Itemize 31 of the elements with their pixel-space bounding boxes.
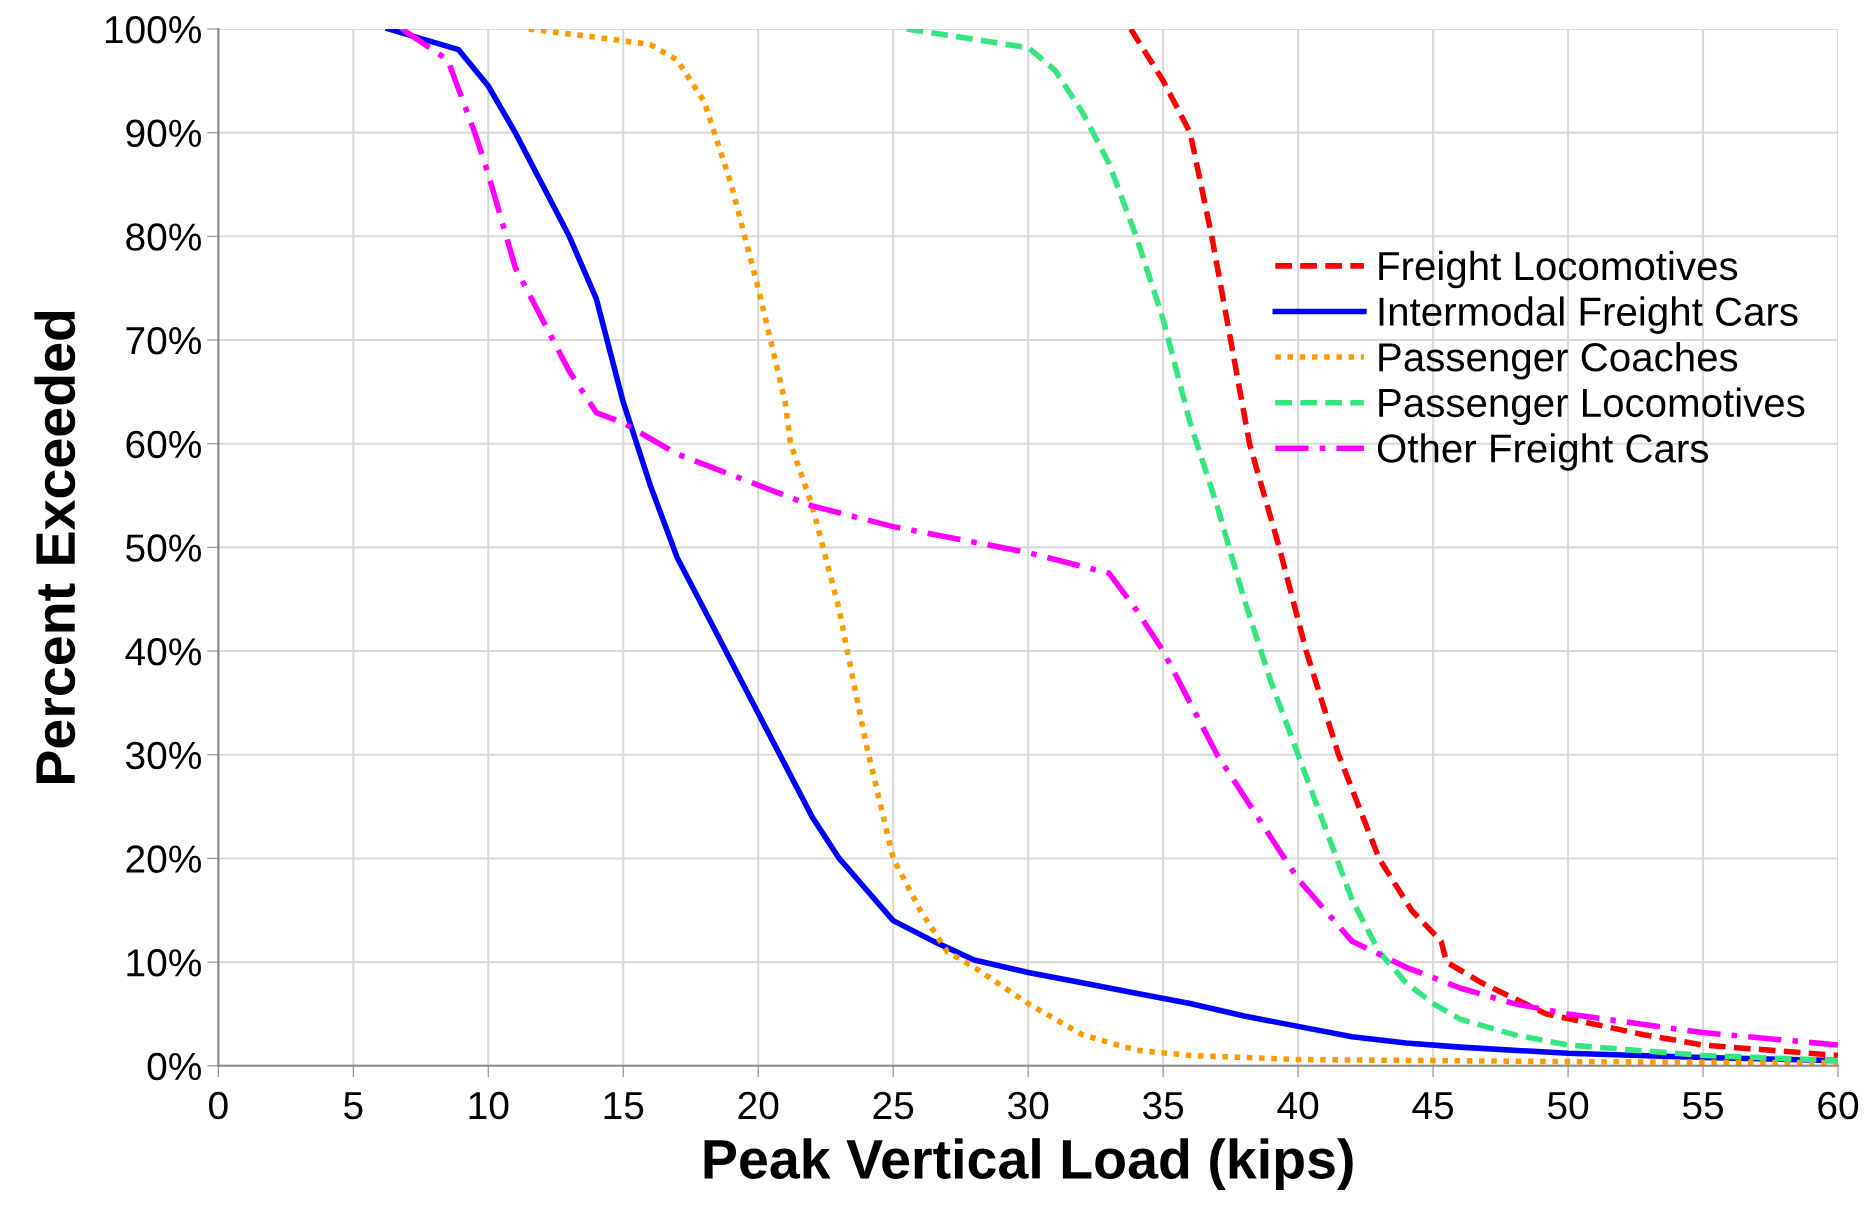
legend-label: Intermodal Freight Cars (1379, 296, 1798, 334)
x-tick-label: 25 (873, 1091, 914, 1120)
legend-label: Other Freight Cars (1377, 433, 1709, 471)
x-tick-label: 60 (1818, 1091, 1859, 1120)
y-tick-label: 10% (127, 949, 201, 977)
y-tick-label: 30% (126, 741, 201, 770)
x-tick-label: 10 (469, 1091, 509, 1120)
y-tick-label: 80% (126, 223, 201, 251)
x-tick-label: 20 (738, 1091, 779, 1120)
x-tick-label: 50 (1547, 1091, 1589, 1120)
y-tick-label: 50% (126, 534, 201, 562)
x-tick-label: 35 (1143, 1091, 1184, 1120)
y-tick-label: 70% (126, 326, 201, 355)
y-tick-label: 40% (125, 637, 201, 666)
legend-label: Passenger Locomotives (1379, 387, 1805, 426)
x-axis-title: Peak Vertical Load (kips) (704, 1138, 1353, 1190)
x-tick-label: 45 (1412, 1092, 1454, 1120)
x-tick-label: 5 (344, 1092, 363, 1120)
y-tick-label: 20% (126, 845, 201, 873)
y-tick-label: 0% (147, 1052, 201, 1081)
x-tick-label: 30 (1008, 1091, 1049, 1120)
legend-label: Freight Locomotives (1379, 250, 1738, 289)
x-tick-label: 0 (209, 1091, 228, 1120)
x-tick-label: 55 (1682, 1092, 1724, 1120)
y-tick-label: 60% (126, 430, 201, 459)
legend-label: Passenger Coaches (1379, 341, 1738, 380)
x-tick-label: 40 (1277, 1091, 1319, 1120)
y-tick-label: 100% (105, 15, 201, 44)
y-axis-title: Percent Exceeded (34, 311, 76, 783)
y-tick-label: 90% (126, 119, 201, 148)
x-tick-label: 15 (604, 1092, 644, 1120)
